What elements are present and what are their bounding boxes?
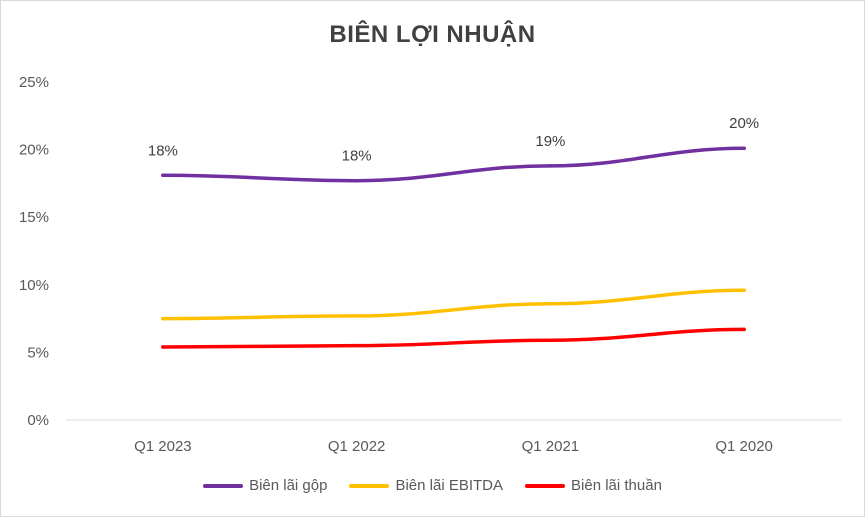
data-point — [161, 345, 165, 349]
legend-item: Biên lãi gộp — [203, 477, 327, 494]
data-point — [354, 178, 359, 183]
y-tick-label: 5% — [27, 344, 49, 361]
series-line-1 — [161, 146, 746, 183]
y-tick-label: 25% — [19, 74, 49, 91]
series-line-3 — [161, 327, 746, 349]
data-point — [161, 173, 165, 178]
x-tick-label: Q1 2021 — [522, 438, 580, 455]
y-tick-label: 15% — [19, 209, 49, 226]
data-point — [548, 164, 553, 168]
data-point — [548, 301, 553, 306]
data-label: 20% — [729, 115, 759, 132]
data-point — [354, 314, 359, 318]
data-point — [742, 288, 746, 292]
chart-legend: Biên lãi gộp Biên lãi EBITDA Biên lãi thuầ… — [1, 477, 864, 494]
line-chart-plot: 0% 5% 10% 15% 20% 25% Q1 2023 Q1 2022 Q1 2021 Q1 … — [19, 74, 841, 455]
y-tick-label: 10% — [19, 277, 49, 294]
data-label: 18% — [342, 148, 372, 165]
data-point — [742, 146, 746, 150]
data-label: 18% — [148, 142, 178, 159]
data-point — [742, 327, 746, 332]
x-tick-label: Q1 2022 — [328, 438, 386, 455]
legend-label: Biên lãi thuần — [571, 477, 662, 494]
data-point — [548, 338, 553, 342]
x-tick-label: Q1 2020 — [715, 438, 773, 455]
legend-swatch — [525, 483, 566, 488]
y-tick-label: 0% — [27, 412, 49, 429]
series-line-2 — [161, 288, 746, 321]
legend-label: Biên lãi gộp — [249, 477, 328, 494]
data-point — [161, 316, 165, 321]
legend-item: Biên lãi thuần — [525, 477, 662, 494]
y-tick-label: 20% — [19, 142, 49, 159]
data-label: 19% — [535, 133, 565, 150]
chart-title: BIÊN LỢI NHUẬN — [329, 21, 536, 48]
data-point — [354, 343, 359, 348]
legend-item: Biên lãi EBITDA — [349, 477, 503, 494]
legend-label: Biên lãi EBITDA — [395, 477, 504, 494]
legend-swatch — [203, 483, 244, 488]
legend-swatch — [349, 483, 390, 488]
x-tick-label: Q1 2023 — [134, 438, 192, 455]
